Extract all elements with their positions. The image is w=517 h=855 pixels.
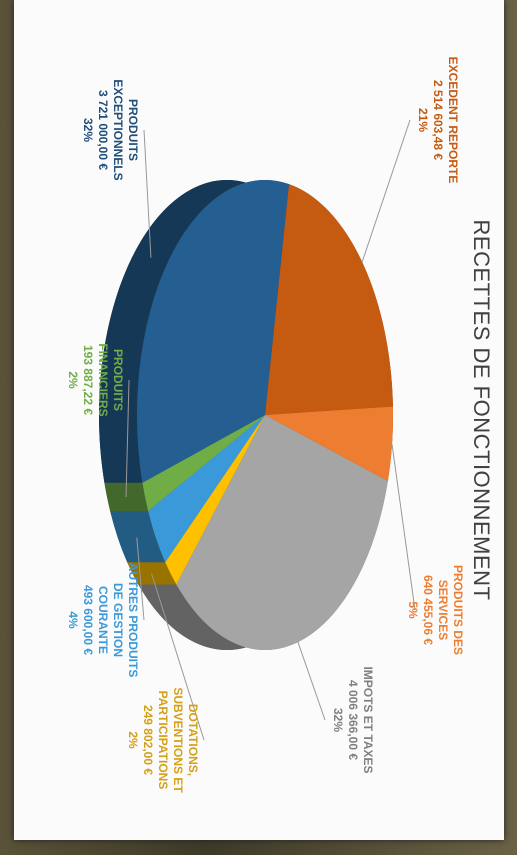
data-label: EXCEDENT REPORTE 2 514 603,48 €21% [415, 55, 460, 185]
label-amount: 193 887,22 € [81, 344, 95, 416]
label-percent: 2% [126, 731, 140, 749]
label-percent: 32% [81, 117, 95, 143]
data-label: IMPOTS ET TAXES 4 006 366,00 €32% [330, 655, 375, 785]
label-amount: 3 721 000,00 € [96, 89, 110, 171]
leader-line [297, 641, 326, 721]
label-percent: 4% [66, 611, 80, 629]
pie-slice [142, 415, 265, 511]
label-amount: 2 514 603,48 € [431, 79, 445, 161]
pie-slice [265, 406, 393, 481]
chart: RECETTES DE FONCTIONNEMENT EXCEDENT REPO… [20, 20, 500, 800]
pie-slice [176, 415, 388, 650]
label-amount: 640 455,06 € [421, 574, 435, 646]
leader-line [361, 119, 411, 263]
leader-line [125, 379, 130, 498]
chart-title: RECETTES DE FONCTIONNEMENT [469, 219, 494, 601]
label-name: DOTATIONS, SUBVENTIONS ET PARTICIPATIONS [156, 687, 200, 793]
leader-line [136, 537, 145, 621]
pie-area [99, 119, 416, 741]
data-label: PRODUITS FINANCIERS 193 887,22 €2% [65, 315, 125, 445]
leader-line [391, 444, 416, 611]
label-name: EXCEDENT REPORTE [446, 56, 460, 184]
label-name: PRODUITS DES SERVICES [436, 564, 465, 655]
label-name: PRODUITS EXCEPTIONNELS [111, 79, 140, 181]
pie-side [110, 510, 166, 563]
data-label: PRODUITS EXCEPTIONNELS 3 721 000,00 €32% [80, 65, 140, 195]
pie-slice [165, 415, 265, 585]
label-name: PRODUITS FINANCIERS [96, 343, 125, 417]
leader-line [151, 573, 205, 741]
label-name: IMPOTS ET TAXES [361, 666, 375, 774]
data-label: PRODUITS DES SERVICES 640 455,06 €5% [405, 545, 465, 675]
pie-side [99, 180, 289, 483]
pie-slice [265, 184, 393, 415]
label-amount: 249 802,00 € [141, 704, 155, 776]
leader-line [143, 129, 152, 258]
label-amount: 493 600,00 € [81, 584, 95, 656]
label-percent: 21% [416, 107, 430, 133]
label-amount: 4 006 366,00 € [346, 679, 360, 761]
label-percent: 2% [66, 371, 80, 389]
pie-slice [148, 415, 265, 563]
data-label: AUTRES PRODUITS DE GESTION COURANTE 493 6… [65, 555, 140, 685]
label-percent: 32% [331, 707, 345, 733]
label-percent: 5% [406, 601, 420, 619]
label-name: AUTRES PRODUITS DE GESTION COURANTE [96, 562, 140, 678]
data-label: DOTATIONS, SUBVENTIONS ET PARTICIPATIONS… [125, 675, 200, 805]
pie-slice [137, 180, 289, 483]
